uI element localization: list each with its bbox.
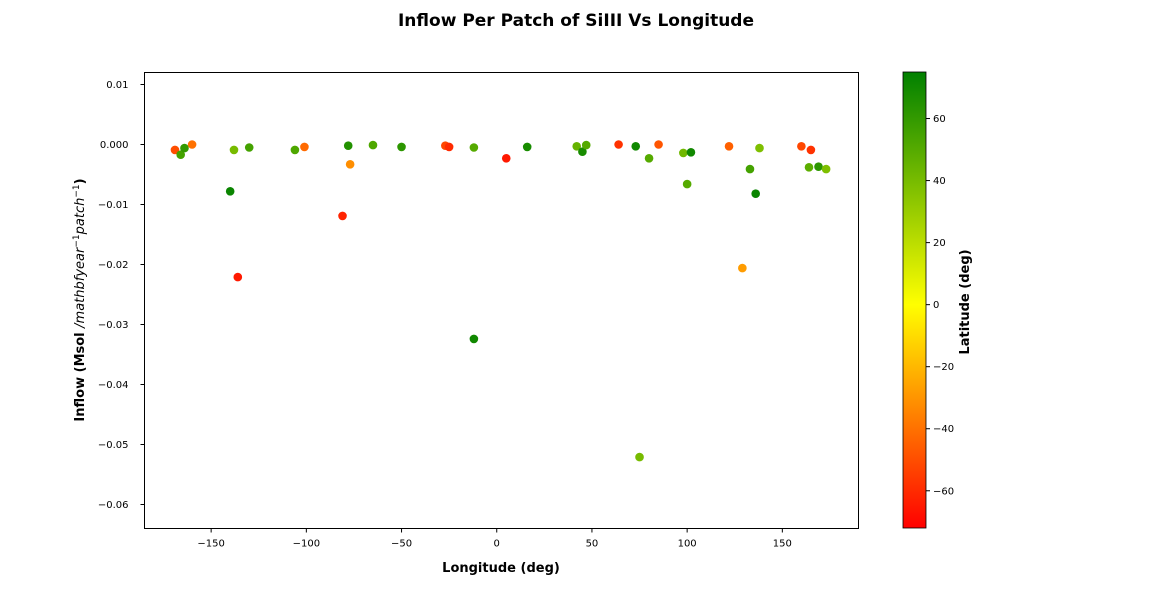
data-point (187, 140, 197, 149)
y-tick-label: −0.04 (98, 380, 129, 391)
colorbar-tick-label: −40 (933, 424, 954, 435)
colorbar-tick-label: 60 (933, 114, 946, 125)
data-point (755, 143, 764, 153)
y-tick-label: −0.05 (98, 440, 129, 451)
data-point (244, 143, 254, 152)
data-point (644, 154, 654, 163)
colorbar-tick-label: −60 (933, 486, 954, 497)
data-point (821, 164, 831, 174)
y-tick-label: −0.02 (98, 260, 129, 271)
y-tick-label: 0.000 (100, 140, 129, 151)
y-axis-label-patch: patch (73, 198, 88, 236)
data-point (804, 163, 814, 172)
data-point (229, 145, 239, 155)
data-point (682, 179, 692, 189)
data-point (170, 145, 180, 155)
data-point (679, 148, 688, 158)
data-point (343, 141, 353, 150)
y-axis-label-unit: Inflow (Msol (73, 328, 88, 422)
data-point (797, 142, 806, 151)
y-axis-label-close: ) (73, 178, 88, 184)
colorbar-tick-label: 0 (933, 300, 939, 311)
y-axis-label-exp2: −1 (72, 184, 82, 197)
y-axis-label-exp1: −1 (72, 234, 82, 247)
data-point (631, 142, 641, 151)
x-tick-label: −150 (197, 539, 224, 550)
data-point (738, 263, 747, 273)
data-point (345, 160, 355, 169)
x-tick-label: 100 (678, 539, 697, 550)
data-point (233, 272, 243, 282)
data-point (225, 187, 235, 196)
y-tick-label: −0.01 (98, 200, 129, 211)
data-point (444, 142, 454, 152)
data-point (397, 142, 406, 152)
x-tick-label: 150 (773, 539, 792, 550)
y-axis-label: Inflow (Msol /mathbfyear−1patch−1) (72, 178, 88, 421)
data-point (572, 142, 582, 151)
y-tick-label: 0.01 (106, 80, 128, 91)
data-point (654, 140, 663, 149)
colorbar-tick-label: 40 (933, 176, 946, 187)
data-point (501, 154, 511, 163)
data-point (300, 142, 309, 152)
colorbar-tick-label: −20 (933, 362, 954, 373)
data-point (724, 142, 734, 151)
data-point (180, 143, 189, 153)
colorbar-label: Latitude (deg) (958, 249, 973, 354)
chart-title: Inflow Per Patch of SiIII Vs Longitude (398, 11, 754, 31)
y-axis-label-year: /mathbfyear (73, 246, 88, 329)
data-point (176, 150, 185, 159)
data-point (581, 140, 591, 150)
data-point (806, 145, 816, 155)
x-tick-label: 50 (586, 539, 599, 550)
x-tick-label: −50 (391, 539, 412, 550)
data-point (745, 164, 755, 174)
data-point (469, 334, 479, 344)
y-tick-label: −0.03 (98, 320, 129, 331)
data-point (578, 147, 587, 156)
colorbar-ticks: −60 −40 −20 0 20 40 60 (926, 114, 954, 497)
colorbar (902, 71, 927, 529)
y-axis-ticks: 0.01 0.000 −0.01 −0.02 −0.03 −0.04 −0.05 −0.06 (98, 80, 145, 511)
data-point (814, 162, 823, 171)
x-tick-label: −100 (293, 539, 320, 550)
data-point (686, 148, 696, 157)
data-point (368, 140, 378, 150)
plot-frame (144, 72, 859, 529)
data-point (522, 142, 532, 152)
x-axis-ticks: −150 −100 −50 0 50 100 150 (197, 528, 792, 550)
x-axis-label: Longitude (deg) (442, 561, 560, 576)
data-point (635, 452, 644, 462)
data-point (338, 211, 347, 221)
data-point (614, 140, 623, 149)
y-tick-label: −0.06 (98, 500, 129, 511)
colorbar-tick-label: 20 (933, 238, 946, 249)
x-tick-label: 0 (494, 539, 500, 550)
data-point (751, 189, 760, 198)
data-point (290, 145, 300, 155)
data-point (469, 143, 479, 152)
data-points (170, 140, 831, 462)
